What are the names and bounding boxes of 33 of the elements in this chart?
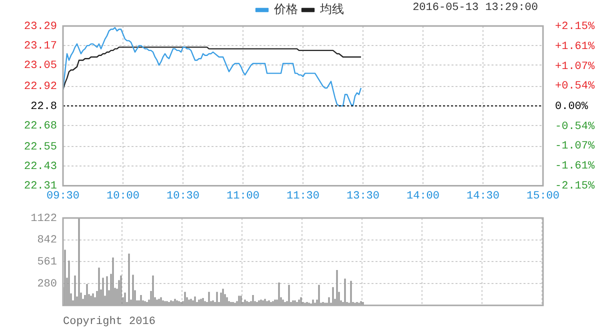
text: Copyright 2016: [63, 316, 156, 327]
y-tick-label: 23.17: [24, 40, 57, 52]
x-tick-label: 11:30: [286, 190, 320, 202]
y-tick-label: 1122: [30, 212, 57, 225]
legend-label: 价格: [273, 2, 298, 16]
y2-tick-label: -1.07%: [555, 140, 596, 153]
y-tick-label: 23.05: [24, 60, 57, 72]
y-tick-label: 842: [37, 234, 57, 247]
y2-tick-label: +2.15%: [555, 20, 596, 33]
y-tick-label: 22.55: [24, 142, 57, 154]
y-tick-label: 22.68: [24, 120, 57, 132]
x-tick-label: 10:30: [166, 190, 200, 202]
y2-tick-label: 0.00%: [555, 100, 588, 113]
x-tick-label: 13:30: [346, 190, 380, 202]
y-tick-label: 280: [37, 278, 57, 290]
y2-tick-label: +1.07%: [555, 61, 596, 74]
y-tick-label: 22.8: [30, 100, 57, 113]
x-tick-label: 11:00: [226, 190, 260, 202]
y2-tick-label: -0.54%: [555, 120, 596, 133]
x-tick-label: 09:30: [46, 190, 80, 202]
x-tick-label: 10:00: [106, 190, 140, 202]
legend-label: 均线: [319, 2, 344, 16]
y-tick-label: 23.29: [24, 20, 57, 33]
x-tick-label: 14:00: [406, 190, 440, 202]
x-tick-label: 14:30: [466, 190, 500, 202]
text: 2016-05-13 13:29:00: [412, 2, 538, 14]
y2-tick-label: +0.54%: [555, 80, 596, 93]
y2-tick-label: -1.61%: [555, 160, 596, 173]
y2-tick-label: +1.61%: [555, 40, 596, 53]
y-tick-label: 561: [37, 256, 58, 269]
y-tick-label: 22.43: [24, 161, 57, 174]
x-tick-label: 15:00: [526, 190, 560, 202]
y-tick-label: 22.92: [24, 81, 57, 94]
